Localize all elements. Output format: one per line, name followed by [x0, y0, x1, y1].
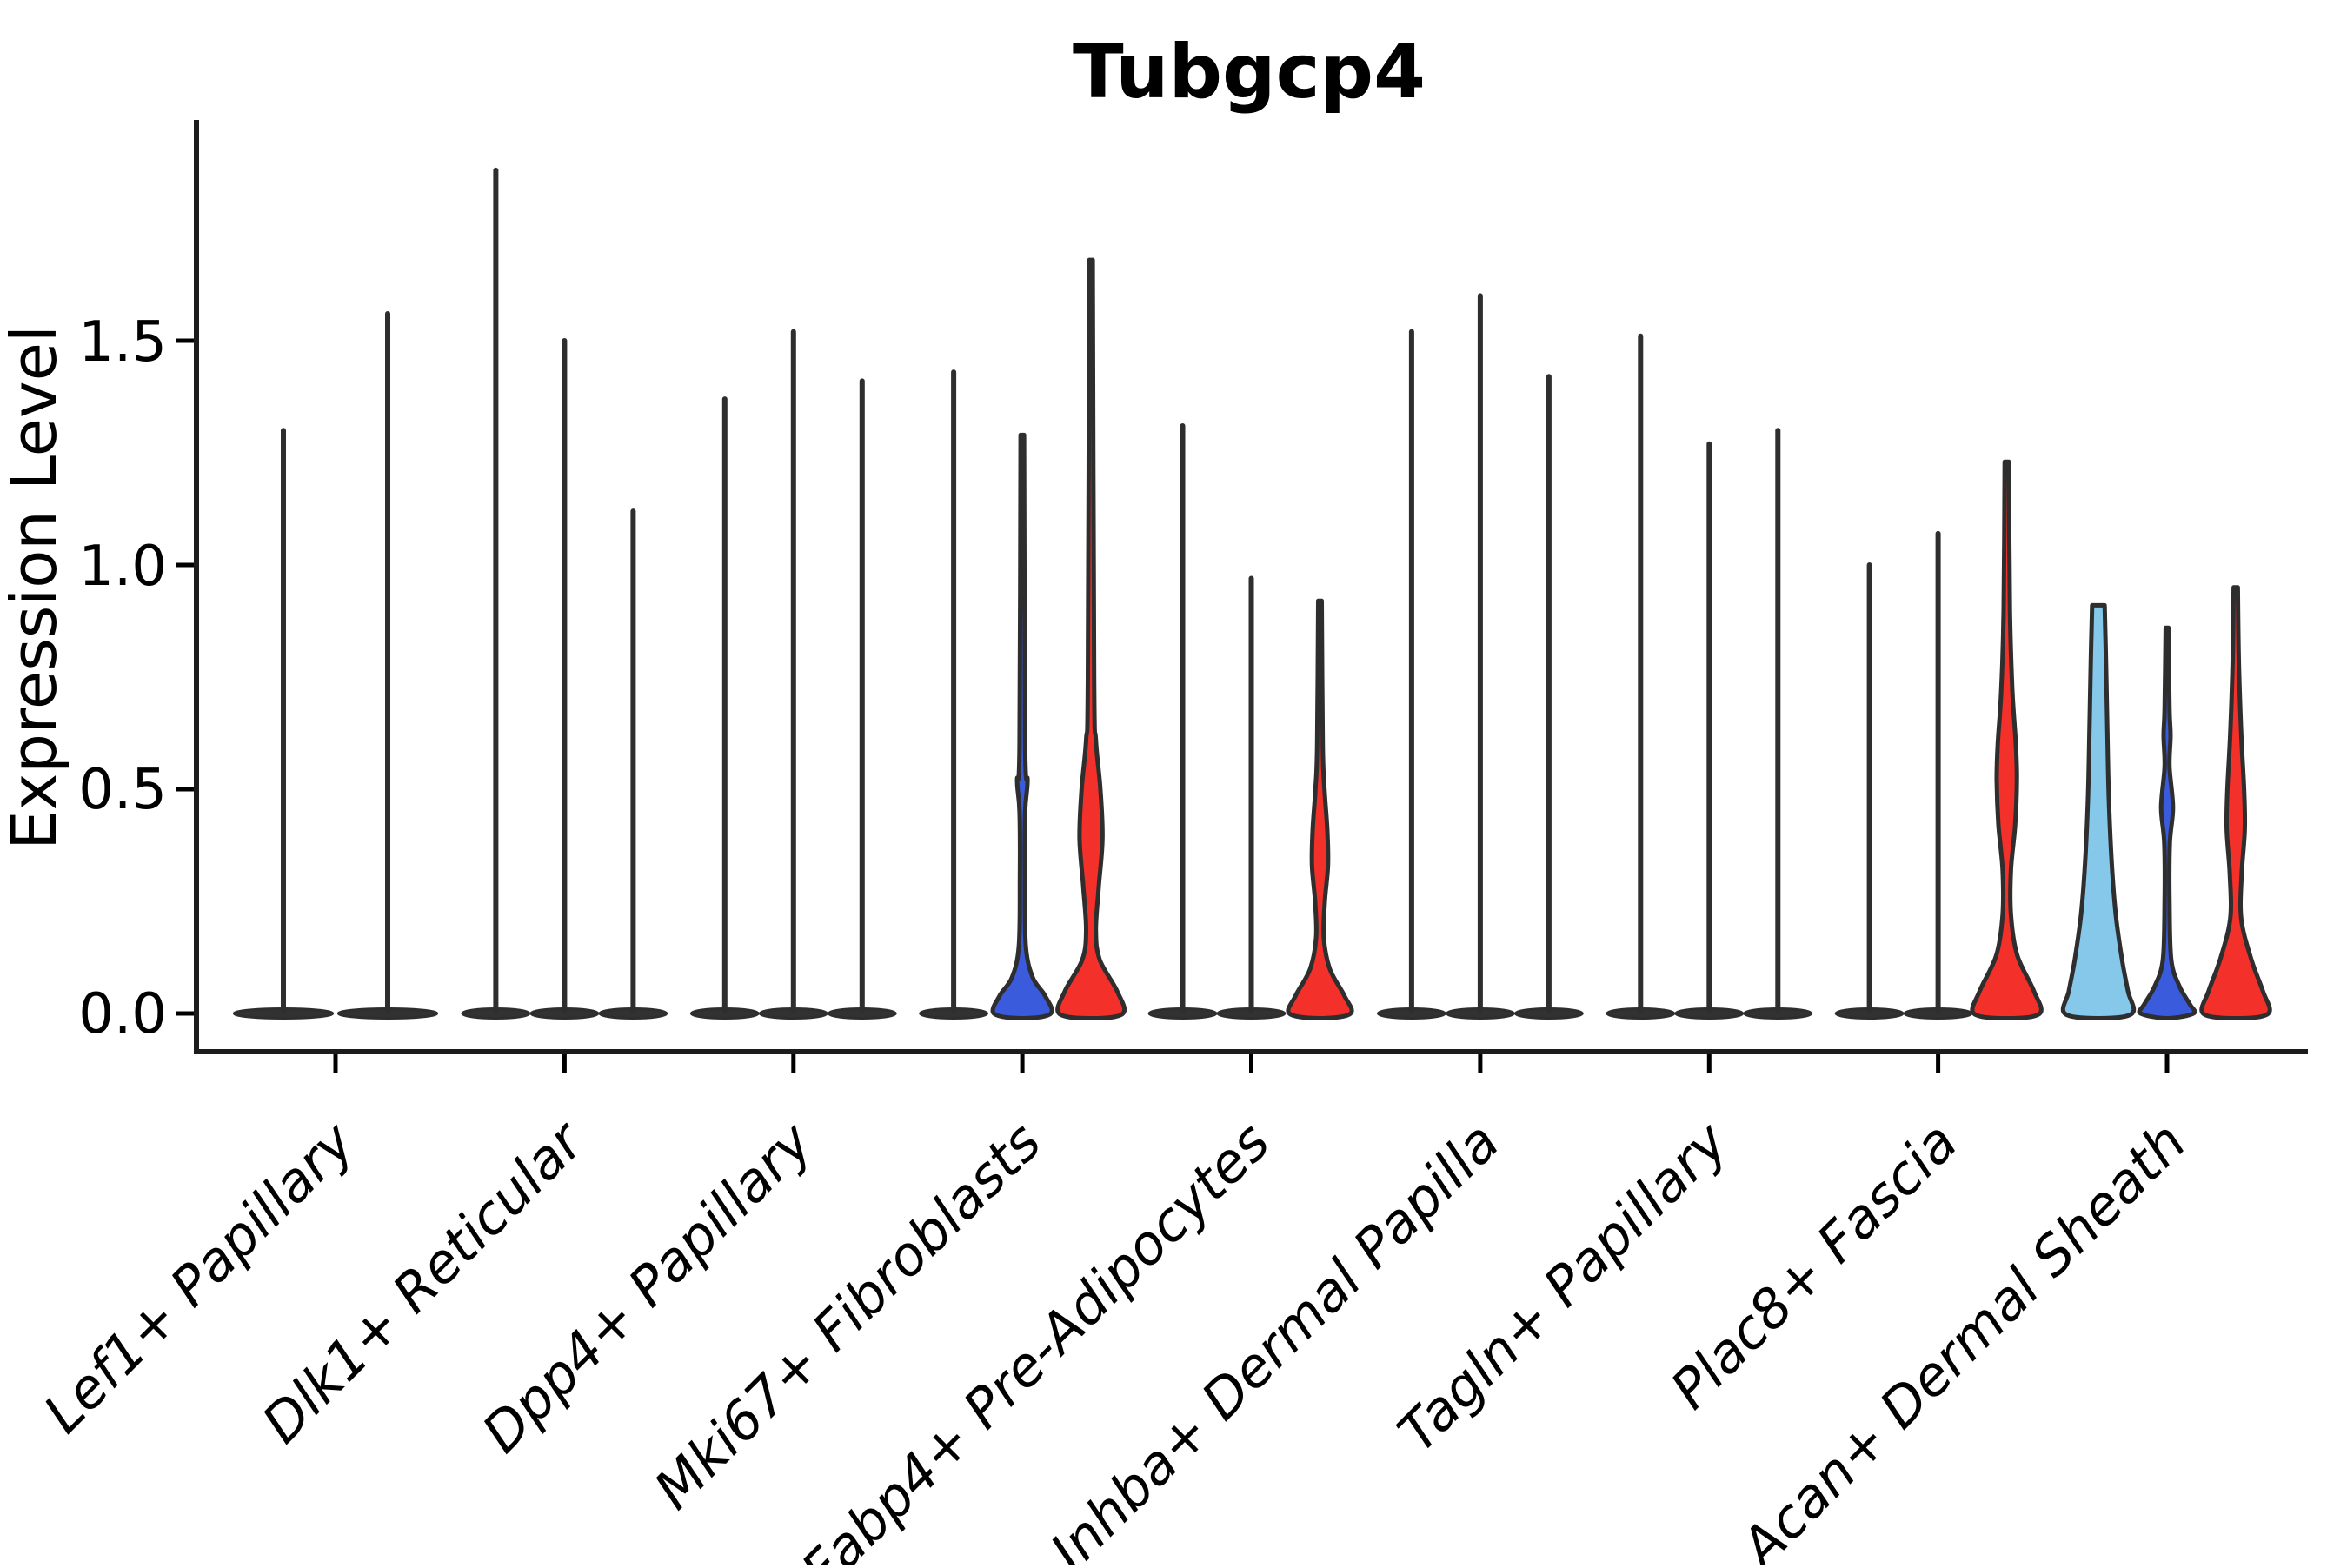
violin-acan-dermal-sheath-3-body [2199, 585, 2272, 1020]
x-label-inhba-dermal-papilla: Inhba+ Dermal Papilla [1038, 1110, 1511, 1565]
x-label-mki67-fibroblasts: Mki67+ Fibroblasts [642, 1110, 1053, 1521]
y-axis-label: Expression Level [0, 325, 70, 850]
x-label-acan-dermal-sheath: Acan+ Dermal Sheath [1726, 1110, 2198, 1565]
y-tick-label-05: 0.5 [78, 758, 167, 822]
violin-mki67-fibroblasts-3-body [1055, 257, 1127, 1020]
chart-title: Tubgcp4 [1073, 29, 1426, 116]
y-tick-label-15: 1.5 [78, 310, 167, 375]
violin-plac8-fascia-3-body [1970, 459, 2044, 1020]
y-tick-label-0: 0.0 [78, 982, 167, 1046]
plot-layer [176, 120, 2308, 1073]
axis-spines [194, 120, 2308, 1054]
violin-fabp4-pre-adipocytes-3-body [1286, 598, 1354, 1020]
violin-acan-dermal-sheath-1-body [2060, 602, 2137, 1020]
y-tick-label-10: 1.0 [78, 535, 167, 599]
violin-mki67-fibroblasts-2-body [990, 432, 1054, 1020]
violin-acan-dermal-sheath-2-body [2137, 625, 2197, 1020]
